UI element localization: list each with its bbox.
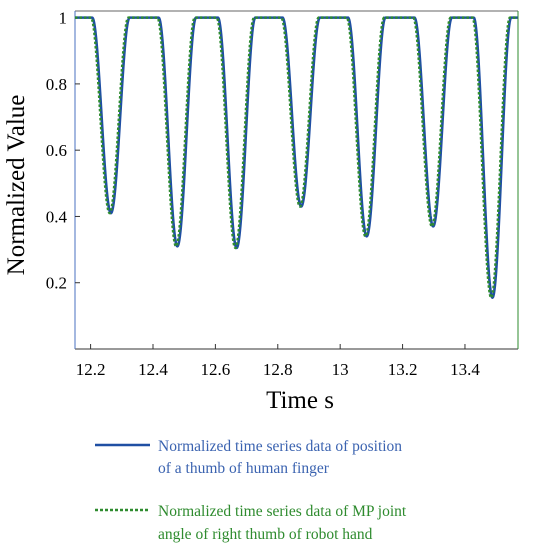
y-tick-label: 0.2 [46,274,67,293]
y-axis-ticks: 0.2 0.4 0.6 0.8 1 [46,9,80,293]
y-tick-label: 0.6 [46,141,67,160]
legend-label-human-line2: of a thumb of human finger [158,460,330,477]
series-line-human [74,16,519,299]
x-axis-ticks: 12.2 12.4 12.6 12.8 13 13.2 13.4 [76,344,480,379]
x-tick-label: 13.4 [450,360,480,379]
x-tick-label: 13 [332,360,349,379]
series-layer [74,16,519,299]
x-tick-label: 12.8 [263,360,293,379]
plot-frame [74,10,519,350]
x-axis-title: Time s [266,387,334,414]
legend-label-robot-line1: Normalized time series data of MP joint [158,503,407,520]
y-tick-label: 0.8 [46,75,67,94]
x-tick-label: 12.4 [138,360,168,379]
legend: Normalized time series data of position … [95,438,407,543]
y-tick-label: 0.4 [46,207,68,226]
legend-label-robot-line2: angle of right thumb of robot hand [158,526,373,543]
y-tick-label: 1 [59,9,68,28]
x-tick-label: 12.2 [76,360,106,379]
legend-label-human-line1: Normalized time series data of position [158,438,402,455]
x-tick-label: 12.6 [201,360,231,379]
y-axis-title: Normalized Value [3,95,30,276]
series-line-robot [75,16,518,299]
x-tick-label: 13.2 [388,360,418,379]
